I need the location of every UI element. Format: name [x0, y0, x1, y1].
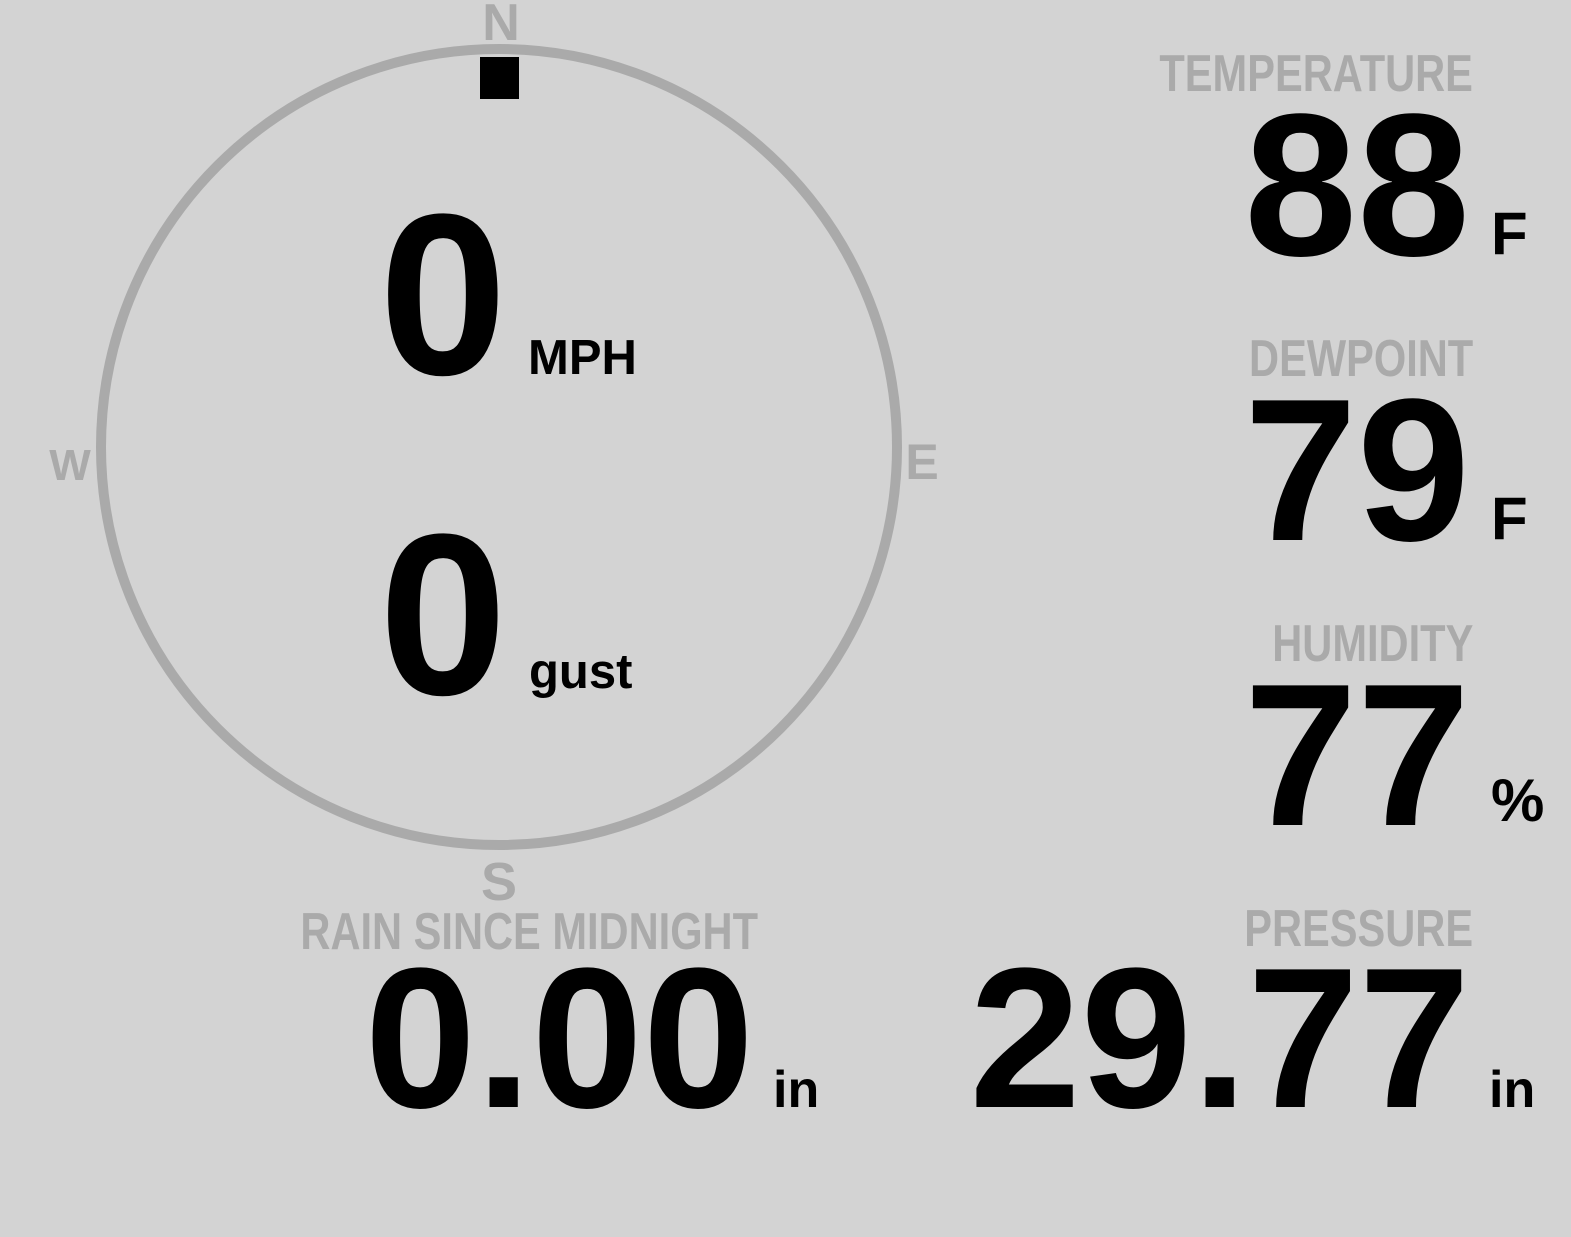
wind-speed-unit: MPH	[528, 331, 637, 385]
pressure-label: PRESSURE	[1244, 900, 1473, 958]
dewpoint-value: 79	[1244, 357, 1470, 584]
wind-gust-unit: gust	[529, 645, 633, 699]
wind-direction-pointer	[480, 57, 519, 99]
compass-ring	[96, 44, 902, 850]
rain-label: RAIN SINCE MIDNIGHT	[300, 903, 758, 961]
dewpoint-unit: F	[1491, 485, 1528, 552]
dewpoint-label: DEWPOINT	[1248, 330, 1473, 388]
wind-speed-value: 0	[379, 166, 507, 423]
wind-compass	[96, 44, 902, 850]
humidity-unit: %	[1491, 767, 1545, 834]
humidity-label: HUMIDITY	[1271, 615, 1473, 673]
temperature-unit: F	[1491, 200, 1528, 267]
rain-value: 0.00	[364, 927, 754, 1150]
humidity-value: 77	[1244, 642, 1470, 869]
temperature-value: 88	[1244, 72, 1470, 299]
compass-east-label: E	[905, 434, 939, 490]
compass-south-label: S	[480, 852, 518, 912]
rain-unit: in	[773, 1061, 820, 1119]
temperature-label: TEMPERATURE	[1159, 45, 1473, 103]
pressure-value: 29.77	[969, 927, 1471, 1150]
pressure-unit: in	[1489, 1061, 1536, 1119]
compass-west-label: W	[49, 441, 91, 490]
compass-north-label: N	[482, 0, 520, 52]
wind-gust-value: 0	[379, 486, 507, 743]
